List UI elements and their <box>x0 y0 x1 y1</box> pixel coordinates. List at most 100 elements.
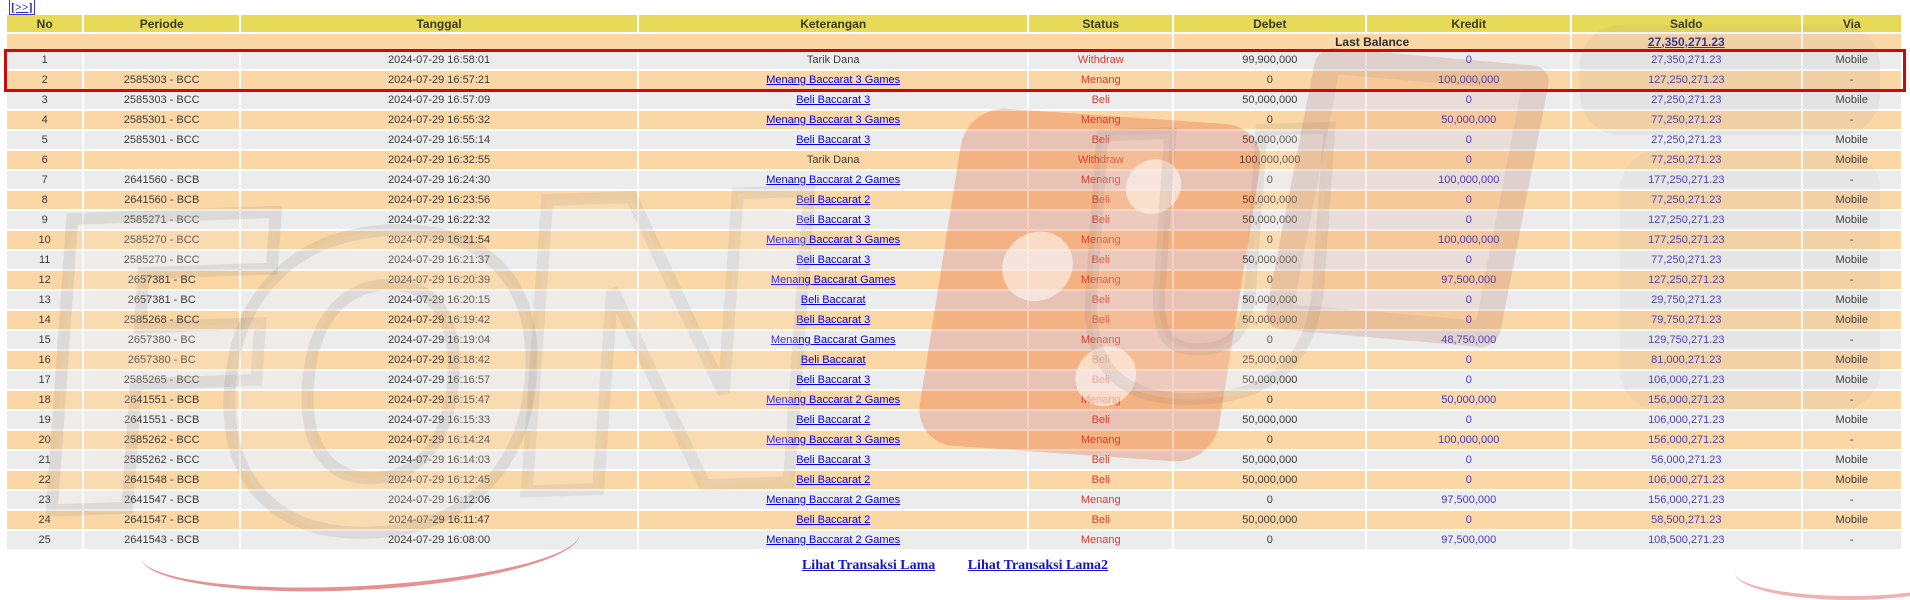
cell-debet: 0 <box>1173 430 1368 451</box>
cell-debet: 100,000,000 <box>1173 150 1368 171</box>
pager: [>>] <box>9 0 35 15</box>
cell-saldo: 156,000,271.23 <box>1571 390 1803 411</box>
cell-tanggal: 2024-07-29 16:23:56 <box>240 190 640 211</box>
cell-saldo: 56,000,271.23 <box>1571 450 1803 471</box>
cell-kredit: 0 <box>1366 310 1573 331</box>
cell-via: Mobile <box>1801 250 1904 271</box>
cell-debet: 0 <box>1173 230 1368 251</box>
cell-status: Withdraw <box>1028 150 1175 171</box>
cell-no: 22 <box>7 470 85 491</box>
cell-kredit: 100,000,000 <box>1366 70 1573 91</box>
cell-periode: 2585270 - BCC <box>83 230 242 251</box>
keterangan-link[interactable]: Beli Baccarat 2 <box>796 474 871 486</box>
cell-debet: 50,000,000 <box>1173 190 1368 211</box>
cell-debet: 0 <box>1173 530 1368 551</box>
cell-status: Menang <box>1028 390 1175 411</box>
col-header-debet: Debet <box>1173 15 1368 34</box>
table-header-row: No Periode Tanggal Keterangan Status Deb… <box>7 15 1904 34</box>
keterangan-link[interactable]: Beli Baccarat <box>800 294 866 306</box>
keterangan-link[interactable]: Beli Baccarat 3 <box>796 254 871 266</box>
transaction-row: 7 2641560 - BCB 2024-07-29 16:24:30 Menang … <box>7 170 1904 191</box>
cell-no: 8 <box>7 190 85 211</box>
cell-via: - <box>1801 230 1904 251</box>
cell-saldo: 106,000,271.23 <box>1571 470 1803 491</box>
keterangan-link[interactable]: Menang Baccarat 3 Games <box>766 114 901 126</box>
cell-periode: 2641551 - BCB <box>83 390 242 411</box>
cell-saldo: 77,250,271.23 <box>1571 250 1803 271</box>
col-header-status: Status <box>1028 15 1175 34</box>
cell-kredit: 97,500,000 <box>1366 490 1573 511</box>
keterangan-link[interactable]: Menang Baccarat 2 Games <box>766 174 901 186</box>
cell-no: 2 <box>7 70 85 91</box>
cell-kredit: 0 <box>1366 50 1573 71</box>
transaction-row: 24 2641547 - BCB 2024-07-29 16:11:47 Beli B… <box>7 510 1904 531</box>
cell-kredit: 0 <box>1366 190 1573 211</box>
lihat-transaksi-lama2-link[interactable]: Lihat Transaksi Lama2 <box>967 558 1109 573</box>
keterangan-link[interactable]: Beli Baccarat 3 <box>796 374 871 386</box>
keterangan-link[interactable]: Beli Baccarat 2 <box>796 514 871 526</box>
cell-keterangan: Beli Baccarat 3 <box>638 450 1030 471</box>
cell-status: Menang <box>1028 270 1175 291</box>
last-balance-amount[interactable]: 27,350,271.23 <box>1647 34 1725 49</box>
keterangan-link[interactable]: Menang Baccarat Games <box>770 334 896 346</box>
last-balance-label: Last Balance <box>1173 33 1573 51</box>
cell-via: Mobile <box>1801 350 1904 371</box>
cell-tanggal: 2024-07-29 16:18:42 <box>240 350 640 371</box>
cell-periode: 2585262 - BCC <box>83 430 242 451</box>
transaction-row: 10 2585270 - BCC 2024-07-29 16:21:54 Menang… <box>7 230 1904 251</box>
cell-via: Mobile <box>1801 470 1904 491</box>
cell-via: Mobile <box>1801 190 1904 211</box>
cell-no: 21 <box>7 450 85 471</box>
cell-kredit: 100,000,000 <box>1366 170 1573 191</box>
keterangan-link[interactable]: Menang Baccarat 2 Games <box>766 394 901 406</box>
cell-kredit: 97,500,000 <box>1366 270 1573 291</box>
cell-status: Beli <box>1028 250 1175 271</box>
cell-kredit: 0 <box>1366 90 1573 111</box>
cell-debet: 0 <box>1173 270 1368 291</box>
cell-tanggal: 2024-07-29 16:20:39 <box>240 270 640 291</box>
cell-via: Mobile <box>1801 50 1904 71</box>
keterangan-link[interactable]: Beli Baccarat 3 <box>796 94 871 106</box>
cell-periode: 2641560 - BCB <box>83 190 242 211</box>
cell-via: Mobile <box>1801 130 1904 151</box>
transaction-row: 4 2585301 - BCC 2024-07-29 16:55:32 Menang … <box>7 110 1904 131</box>
cell-via: - <box>1801 330 1904 351</box>
keterangan-link[interactable]: Beli Baccarat 2 <box>796 414 871 426</box>
cell-tanggal: 2024-07-29 16:16:57 <box>240 370 640 391</box>
keterangan-link[interactable]: Beli Baccarat 3 <box>796 214 871 226</box>
cell-status: Beli <box>1028 410 1175 431</box>
keterangan-link[interactable]: Beli Baccarat 3 <box>796 134 871 146</box>
cell-saldo: 129,750,271.23 <box>1571 330 1803 351</box>
cell-tanggal: 2024-07-29 16:57:09 <box>240 90 640 111</box>
keterangan-link[interactable]: Menang Baccarat Games <box>770 274 896 286</box>
cell-no: 24 <box>7 510 85 531</box>
col-header-tanggal: Tanggal <box>240 15 640 34</box>
keterangan-link[interactable]: Beli Baccarat 2 <box>796 194 871 206</box>
cell-status: Withdraw <box>1028 50 1175 71</box>
transaction-row: 1 2024-07-29 16:58:01 Tarik Dana Withdraw 99… <box>7 50 1904 71</box>
keterangan-link[interactable]: Beli Baccarat 3 <box>796 454 871 466</box>
cell-debet: 0 <box>1173 490 1368 511</box>
keterangan-link[interactable]: Beli Baccarat <box>800 354 866 366</box>
cell-saldo: 106,000,271.23 <box>1571 370 1803 391</box>
keterangan-link[interactable]: Menang Baccarat 2 Games <box>766 534 901 546</box>
cell-status: Menang <box>1028 530 1175 551</box>
cell-via: - <box>1801 430 1904 451</box>
next-page-link[interactable]: [>>] <box>9 0 35 15</box>
cell-debet: 50,000,000 <box>1173 130 1368 151</box>
cell-periode: 2641560 - BCB <box>83 170 242 191</box>
cell-keterangan: Beli Baccarat 2 <box>638 470 1030 491</box>
keterangan-link[interactable]: Menang Baccarat 3 Games <box>766 234 901 246</box>
cell-saldo: 27,250,271.23 <box>1571 90 1803 111</box>
keterangan-link[interactable]: Menang Baccarat 3 Games <box>766 434 901 446</box>
last-balance-spacer <box>7 33 1175 51</box>
lihat-transaksi-lama-link[interactable]: Lihat Transaksi Lama <box>801 558 936 573</box>
cell-tanggal: 2024-07-29 16:32:55 <box>240 150 640 171</box>
cell-status: Beli <box>1028 370 1175 391</box>
keterangan-link[interactable]: Menang Baccarat 3 Games <box>766 74 901 86</box>
keterangan-link[interactable]: Menang Baccarat 2 Games <box>766 494 901 506</box>
cell-keterangan: Menang Baccarat Games <box>638 330 1030 351</box>
cell-status: Menang <box>1028 490 1175 511</box>
cell-keterangan: Beli Baccarat 3 <box>638 250 1030 271</box>
keterangan-link[interactable]: Beli Baccarat 3 <box>796 314 871 326</box>
